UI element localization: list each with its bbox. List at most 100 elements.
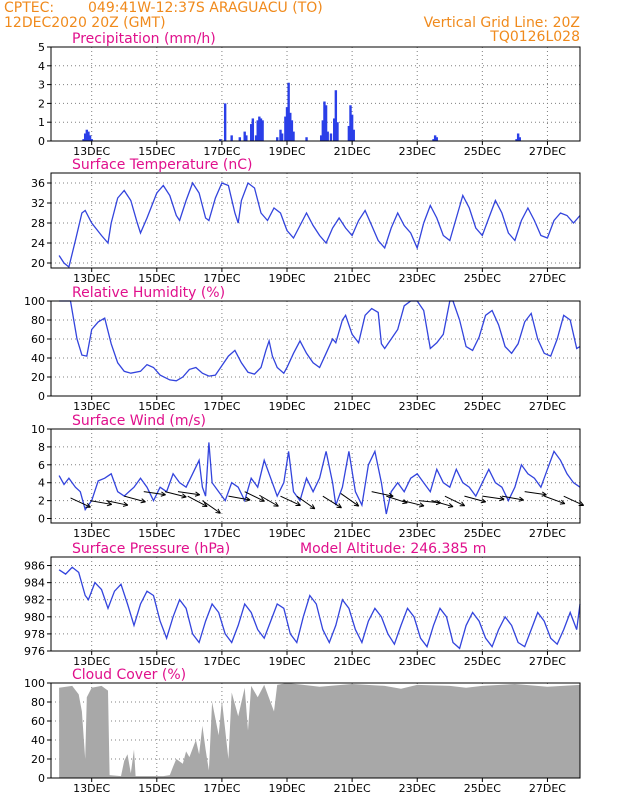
y-tick-label: 32 [31,197,45,210]
wind-arrow [70,497,91,508]
panel-frame [50,46,581,142]
precip-bar [515,139,518,141]
precip-bar [85,129,89,141]
precip-bar [254,135,258,141]
panel-frame [50,428,581,524]
y-tick-label: 5 [38,41,45,54]
wind-arrow-shaft [280,495,301,506]
x-tick-label: 27DEC [529,655,566,668]
precip-bar [251,118,255,141]
x-tick-label: 27DEC [529,145,566,158]
panel-1: 0 1 2 3 4 5 13DEC 15DEC 17DEC 19DEC 21DEC 23DEC 25DE… [38,31,581,158]
wind-arrow [544,495,566,505]
x-tick-label: 25DEC [464,400,501,413]
x-tick-label: 13DEC [73,782,110,795]
x-tick-label: 15DEC [138,655,175,668]
y-tick-label: 982 [24,594,45,607]
wind-arrow-head [418,505,425,508]
wind-arrow-head [217,508,221,514]
panel-4: 0 2 4 6 8 10 13DEC 15DEC 17DEC 19DEC 21DEC 23DEC 25D… [31,413,585,540]
precip-bar [336,122,339,141]
precip-bar [516,133,520,141]
wind-arrow-head [561,499,566,505]
y-tick-label: 984 [24,577,45,590]
series-line [58,566,581,650]
wind-arrow-head [107,501,113,505]
x-tick-label: 23DEC [399,655,436,668]
x-tick-label: 25DEC [464,655,501,668]
panel-frame [50,300,581,397]
precip-bar [329,133,333,141]
y-tick-label: 2 [38,97,45,110]
wind-arrow-shaft [177,491,200,496]
panel-frame [50,172,581,269]
x-tick-label: 13DEC [73,655,110,668]
x-tick-label: 25DEC [464,272,501,285]
precip-bar [324,105,328,141]
y-tick-label: 0 [38,513,45,526]
wind-arrow-shaft [563,495,584,506]
x-tick-label: 17DEC [203,400,240,413]
y-tick-label: 0 [38,772,45,785]
wind-arrow-shaft [431,500,454,508]
wind-arrow-shaft [70,497,91,508]
wind-arrow-shaft [202,500,221,514]
panel-title: Surface Wind (m/s) [72,413,206,429]
wind-arrow-shaft [228,495,251,501]
wind-arrow-shaft [386,495,408,504]
wind-arrow-head [338,503,342,509]
x-tick-label: 19DEC [268,782,305,795]
wind-arrow-head [480,501,486,504]
wind-arrow-head [499,498,505,502]
x-tick-label: 23DEC [399,145,436,158]
wind-arrow [259,494,279,507]
wind-arrow [296,495,316,510]
y-tick-label: 2 [38,495,45,508]
wind-arrow-shaft [259,494,279,507]
panel-title: Cloud Cover (%) [72,667,186,683]
panel-2: 20 24 28 32 36 13DEC 15DEC 17DEC 19DEC 21DEC 23DEC… [31,157,581,285]
precip-bar [435,137,438,141]
y-tick-label: 60 [31,333,45,346]
x-tick-label: 27DEC [529,400,566,413]
x-tick-label: 21DEC [334,400,371,413]
wind-arrow-shaft [124,495,146,503]
wind-arrow [106,500,129,507]
precip-bar [279,129,282,141]
x-tick-label: 25DEC [464,782,501,795]
x-tick-label: 13DEC [73,527,110,540]
x-tick-label: 25DEC [464,527,501,540]
precip-bar [258,116,261,141]
wind-arrow-head [580,501,585,506]
wind-arrow-shaft [524,491,547,496]
x-tick-label: 23DEC [399,782,436,795]
wind-arrow-head [296,501,301,506]
x-tick-label: 23DEC [399,272,436,285]
wind-arrow-head [195,491,201,496]
precip-bar [323,101,326,141]
precip-bar [82,139,85,141]
cloud-cover-area [59,683,581,778]
precip-bar [333,118,336,141]
y-tick-label: 24 [31,237,45,250]
wind-arrow-shaft [89,500,112,505]
precip-bar [284,116,287,141]
wind-arrow-shaft [244,491,265,502]
x-tick-label: 17DEC [203,655,240,668]
wind-arrow-head [309,507,315,510]
precip-bar [349,105,352,141]
x-tick-label: 17DEC [203,272,240,285]
x-tick-label: 21DEC [334,527,371,540]
precip-bar [350,114,354,141]
wind-arrow [124,495,146,504]
x-tick-label: 13DEC [73,400,110,413]
x-tick-label: 19DEC [268,655,305,668]
precip-bar [518,137,521,141]
x-tick-label: 19DEC [268,145,305,158]
precip-bar [276,137,279,141]
header-model: TQ0126L028 [489,29,580,45]
panel-frame [50,682,581,779]
panels: 0 1 2 3 4 5 13DEC 15DEC 17DEC 19DEC 21DEC 23DEC 25DE… [24,31,585,795]
wind-arrow-head [215,511,221,514]
